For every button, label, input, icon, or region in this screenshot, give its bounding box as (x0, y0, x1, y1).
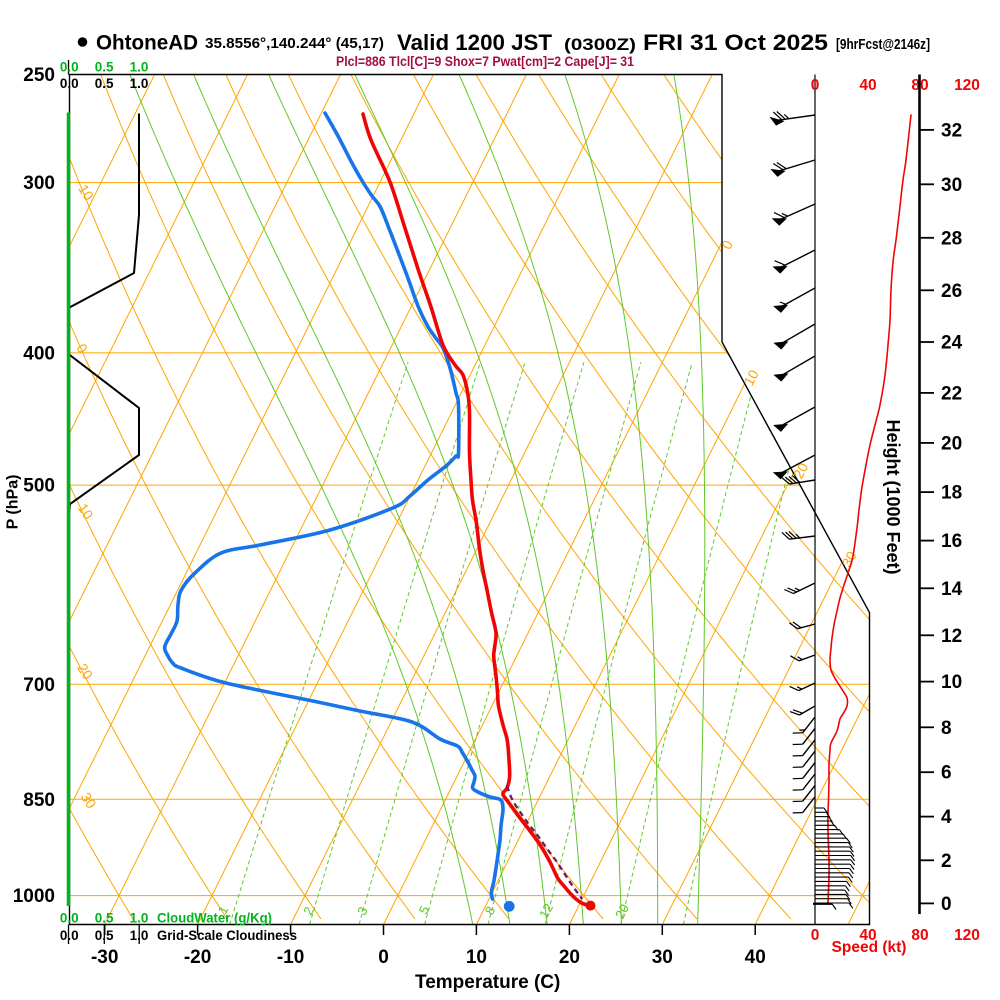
svg-text:10: 10 (466, 947, 487, 968)
svg-text:22: 22 (941, 383, 962, 404)
svg-text:120: 120 (954, 77, 980, 94)
svg-text:30: 30 (838, 548, 860, 569)
svg-text:(0300Z): (0300Z) (564, 35, 636, 54)
svg-text:500: 500 (23, 476, 55, 497)
svg-text:40: 40 (859, 927, 876, 944)
svg-text:0.0: 0.0 (60, 60, 79, 75)
svg-text:1.0: 1.0 (130, 911, 149, 926)
svg-text:4: 4 (941, 807, 952, 828)
svg-text:0.0: 0.0 (60, 76, 79, 91)
svg-text:20: 20 (941, 433, 962, 454)
svg-text:1.0: 1.0 (130, 60, 149, 75)
svg-text:32: 32 (941, 120, 962, 141)
svg-text:6: 6 (941, 763, 952, 784)
svg-text:80: 80 (911, 927, 928, 944)
svg-text:CloudWater (g/Kg): CloudWater (g/Kg) (157, 911, 272, 926)
svg-text:30: 30 (78, 789, 100, 811)
svg-text:30: 30 (941, 175, 962, 196)
svg-text:40: 40 (859, 77, 876, 94)
svg-text:Grid-Scale Cloudiness: Grid-Scale Cloudiness (157, 928, 297, 943)
svg-text:-30: -30 (91, 947, 118, 968)
svg-text:Temperature (C): Temperature (C) (415, 972, 560, 993)
svg-text:0: 0 (811, 77, 820, 94)
svg-text:OhtoneAD: OhtoneAD (96, 32, 198, 55)
svg-text:8: 8 (941, 718, 952, 739)
svg-text:10: 10 (75, 500, 97, 522)
svg-text:35.8556°,140.244° (45,17): 35.8556°,140.244° (45,17) (205, 35, 384, 52)
svg-text:Speed (kt): Speed (kt) (832, 939, 907, 956)
svg-text:0.5: 0.5 (95, 911, 114, 926)
svg-text:30: 30 (652, 947, 673, 968)
svg-text:0: 0 (378, 947, 389, 968)
svg-text:14: 14 (941, 579, 963, 600)
svg-text:FRI 31 Oct 2025: FRI 31 Oct 2025 (643, 30, 828, 55)
svg-text:26: 26 (941, 281, 962, 302)
svg-text:850: 850 (23, 790, 55, 811)
svg-text:1000: 1000 (13, 886, 55, 907)
svg-text:400: 400 (23, 343, 55, 364)
svg-text:0.5: 0.5 (95, 60, 114, 75)
svg-text:0.0: 0.0 (60, 928, 79, 943)
svg-text:-20: -20 (184, 947, 211, 968)
svg-text:18: 18 (941, 483, 962, 504)
svg-text:12: 12 (536, 901, 556, 921)
svg-text:[9hrFcst@2146z]: [9hrFcst@2146z] (836, 36, 930, 53)
svg-text:16: 16 (941, 531, 962, 552)
svg-text:0: 0 (811, 927, 820, 944)
svg-text:Valid 1200 JST: Valid 1200 JST (397, 30, 553, 55)
svg-text:Height (1000 Feet): Height (1000 Feet) (883, 419, 903, 574)
svg-text:120: 120 (954, 927, 980, 944)
svg-text:Plcl=886 Tlcl[C]=9 Shox=7 Pwat: Plcl=886 Tlcl[C]=9 Shox=7 Pwat[cm]=2 Cap… (336, 54, 634, 69)
svg-text:P (hPa): P (hPa) (5, 475, 22, 530)
svg-text:28: 28 (941, 228, 962, 249)
svg-text:12: 12 (941, 626, 962, 647)
svg-text:40: 40 (745, 947, 766, 968)
svg-text:24: 24 (941, 333, 963, 354)
svg-text:0: 0 (941, 894, 952, 915)
svg-text:0.5: 0.5 (95, 76, 114, 91)
svg-text:-10: -10 (277, 947, 304, 968)
svg-text:10: 10 (75, 181, 97, 203)
svg-text:20: 20 (559, 947, 580, 968)
svg-text:250: 250 (23, 65, 55, 86)
svg-text:10: 10 (941, 672, 962, 693)
svg-text:20: 20 (74, 660, 96, 682)
svg-text:10: 10 (740, 367, 762, 388)
svg-text:2: 2 (941, 851, 952, 872)
svg-text:1.0: 1.0 (130, 76, 149, 91)
svg-text:0.0: 0.0 (60, 911, 79, 926)
svg-text:700: 700 (23, 675, 55, 696)
svg-text:20: 20 (612, 901, 632, 921)
svg-text:1.0: 1.0 (130, 928, 149, 943)
svg-text:300: 300 (23, 173, 55, 194)
svg-text:0.5: 0.5 (95, 928, 114, 943)
